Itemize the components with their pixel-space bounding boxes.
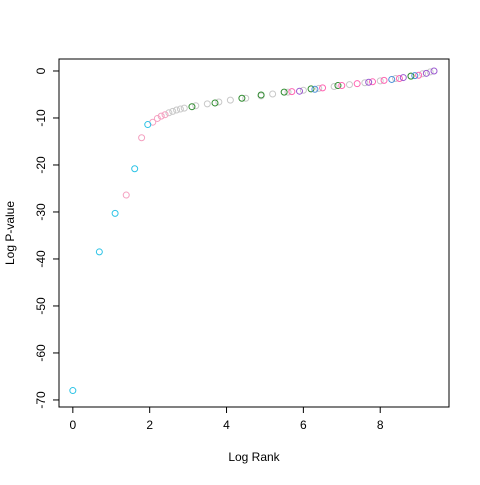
point xyxy=(157,112,165,120)
point xyxy=(192,102,200,110)
point xyxy=(257,91,265,99)
y-tick-label: -10 xyxy=(34,109,48,127)
point xyxy=(95,248,103,256)
point xyxy=(330,82,338,90)
point xyxy=(369,78,377,86)
point xyxy=(338,82,346,90)
point xyxy=(215,98,223,106)
x-tick-label: 4 xyxy=(223,418,230,432)
point xyxy=(211,99,219,107)
point xyxy=(307,85,315,93)
plot-frame xyxy=(58,58,450,408)
point xyxy=(280,88,288,96)
y-axis-label: Log P-value xyxy=(3,201,17,265)
point xyxy=(399,74,407,82)
point xyxy=(203,100,211,108)
point xyxy=(169,107,177,115)
x-tick-label: 8 xyxy=(377,418,384,432)
point xyxy=(430,67,438,75)
point xyxy=(395,75,403,83)
point xyxy=(299,86,307,94)
point xyxy=(165,109,173,117)
point xyxy=(153,114,161,122)
point xyxy=(111,209,119,217)
point xyxy=(238,94,246,102)
point xyxy=(392,75,400,83)
y-tick-label: 0 xyxy=(34,67,48,74)
point xyxy=(415,71,423,79)
x-tick-label: 0 xyxy=(69,418,76,432)
point xyxy=(122,191,130,199)
point xyxy=(284,88,292,96)
point xyxy=(334,82,342,90)
point xyxy=(411,72,419,80)
y-tick-label: -40 xyxy=(34,250,48,268)
point xyxy=(380,76,388,84)
point xyxy=(173,106,181,114)
point xyxy=(188,103,196,111)
point xyxy=(422,69,430,77)
point xyxy=(144,121,152,129)
point xyxy=(176,105,184,113)
x-tick-label: 2 xyxy=(146,418,153,432)
y-tick-label: -70 xyxy=(34,391,48,409)
point xyxy=(180,104,188,112)
point xyxy=(426,68,434,76)
point xyxy=(376,77,384,85)
point xyxy=(418,70,426,78)
point xyxy=(365,78,373,86)
point xyxy=(226,96,234,104)
point xyxy=(69,387,77,395)
point xyxy=(288,88,296,96)
y-tick-label: -30 xyxy=(34,203,48,221)
x-tick-label: 6 xyxy=(300,418,307,432)
y-tick-label: -20 xyxy=(34,156,48,174)
point xyxy=(311,85,319,93)
y-tick-label: -60 xyxy=(34,344,48,362)
point xyxy=(269,90,277,98)
point xyxy=(242,94,250,102)
point xyxy=(131,165,139,173)
point xyxy=(319,84,327,92)
point xyxy=(361,79,369,87)
point xyxy=(388,75,396,83)
y-tick-label: -50 xyxy=(34,297,48,315)
point xyxy=(353,80,361,88)
point xyxy=(345,81,353,89)
point xyxy=(138,134,146,142)
x-axis-label: Log Rank xyxy=(228,450,280,464)
point xyxy=(315,84,323,92)
point xyxy=(161,111,169,119)
point xyxy=(407,72,415,80)
point xyxy=(296,87,304,95)
